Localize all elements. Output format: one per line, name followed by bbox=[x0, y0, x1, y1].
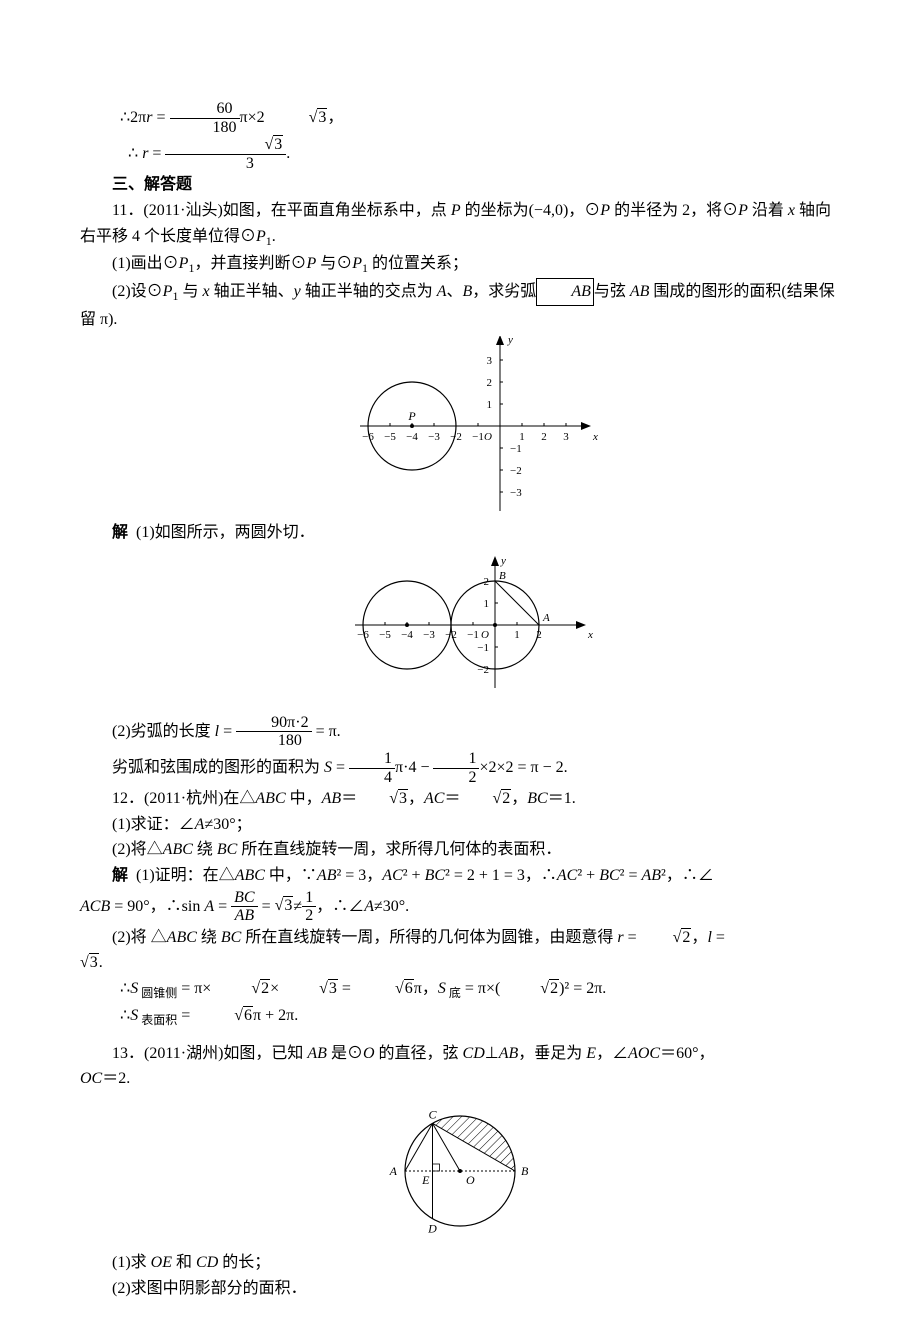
q12-sol3: ∴S 圆锥侧 = π×2×3 = 6π，S 底 = π×(2)² = 2π. bbox=[80, 976, 840, 1003]
q12-sol4: ∴S 表面积 = 6π + 2π. bbox=[80, 1003, 840, 1030]
svg-text:−5: −5 bbox=[379, 629, 391, 641]
solution-label: 解 bbox=[112, 524, 128, 541]
svg-text:−4: −4 bbox=[406, 431, 418, 443]
q11-sol-arc-length: (2)劣弧的长度 l = 90π·2180 = π. bbox=[80, 714, 840, 750]
txt: . bbox=[286, 145, 290, 162]
svg-text:O: O bbox=[481, 629, 489, 641]
svg-text:−3: −3 bbox=[423, 629, 435, 641]
figure-q13: A B C D E O bbox=[380, 1096, 540, 1246]
num: 60 bbox=[170, 100, 240, 119]
svg-text:3: 3 bbox=[563, 431, 569, 443]
svg-text:1: 1 bbox=[487, 399, 493, 411]
svg-text:3: 3 bbox=[487, 355, 493, 367]
svg-text:y: y bbox=[500, 555, 506, 567]
svg-text:O: O bbox=[466, 1173, 475, 1187]
solution-label: 解 bbox=[112, 867, 128, 884]
q11-solution-1: 解 (1)如图所示，两圆外切． bbox=[80, 520, 840, 546]
txt: π×2 bbox=[240, 109, 269, 126]
q12-sol2-cont: 3. bbox=[80, 950, 840, 976]
svg-text:−3: −3 bbox=[510, 487, 522, 499]
spacer bbox=[80, 1031, 840, 1041]
q13-stem: 13．(2011·湖州)如图，已知 AB 是⊙O 的直径，弦 CD⊥AB，垂足为… bbox=[80, 1041, 840, 1067]
svg-text:x: x bbox=[592, 431, 598, 443]
svg-text:B: B bbox=[499, 570, 506, 582]
frac: 33 bbox=[165, 136, 286, 172]
eq-line-1: ∴2πr = 60180π×2 3， bbox=[80, 100, 840, 136]
svg-text:−1: −1 bbox=[472, 431, 484, 443]
q11-part2: (2)设⊙P1 与 x 轴正半轴、y 轴正半轴的交点为 A、B，求劣弧AB与弦 … bbox=[80, 278, 840, 332]
svg-text:1: 1 bbox=[519, 431, 525, 443]
q11-stem: 11．(2011·汕头)如图，在平面直角坐标系中，点 P 的坐标为(−4,0)，… bbox=[80, 198, 840, 251]
txt: = bbox=[153, 109, 170, 126]
den: 180 bbox=[170, 119, 240, 137]
svg-text:x: x bbox=[587, 629, 593, 641]
q12-stem: 12．(2011·杭州)在△ABC 中，AB＝3，AC＝2，BC＝1. bbox=[80, 786, 840, 812]
svg-text:A: A bbox=[542, 612, 550, 624]
q12-sol2: (2)将 △ABC 绕 BC 所在直线旋转一周，所得的几何体为圆锥，由题意得 r… bbox=[80, 925, 840, 951]
svg-text:O: O bbox=[484, 431, 492, 443]
svg-text:−2: −2 bbox=[510, 465, 522, 477]
svg-text:−3: −3 bbox=[428, 431, 440, 443]
figure-q11-sol: −6−5−4−3−2−112−2−112OxyAB bbox=[320, 550, 600, 710]
svg-text:B: B bbox=[521, 1164, 529, 1178]
svg-text:−1: −1 bbox=[477, 642, 489, 654]
q12-proof-cont: ACB = 90°，∴sin A = BCAB = 3≠12，∴∠A≠30°. bbox=[80, 889, 840, 925]
q12-proof: 解 (1)证明：在△ABC 中，∵AB² = 3，AC² + BC² = 2 +… bbox=[80, 863, 840, 889]
q11-part1: (1)画出⊙P1，并直接判断⊙P 与⊙P1 的位置关系； bbox=[80, 251, 840, 278]
svg-text:2: 2 bbox=[541, 431, 547, 443]
section-3-title: 三、解答题 bbox=[80, 172, 840, 198]
svg-text:−1: −1 bbox=[467, 629, 479, 641]
q12-part2: (2)将△ABC 绕 BC 所在直线旋转一周，求所得几何体的表面积． bbox=[80, 837, 840, 863]
val: 3 bbox=[317, 108, 327, 126]
arc-AB: AB bbox=[536, 278, 594, 306]
svg-text:P: P bbox=[407, 409, 416, 423]
svg-text:1: 1 bbox=[514, 629, 520, 641]
svg-text:−5: −5 bbox=[384, 431, 396, 443]
eq-line-2: ∴ r = 33. bbox=[80, 136, 840, 172]
figure-q11: −6−5−4−3−2−1123−3−2−1123OxyP bbox=[320, 336, 600, 516]
svg-text:−4: −4 bbox=[401, 629, 413, 641]
svg-text:−1: −1 bbox=[510, 443, 522, 455]
svg-text:y: y bbox=[507, 336, 513, 346]
q13-part1: (1)求 OE 和 CD 的长； bbox=[80, 1250, 840, 1276]
frac: 60180 bbox=[170, 100, 240, 136]
svg-text:C: C bbox=[428, 1107, 437, 1121]
q11-sol-area: 劣弧和弦围成的图形的面积为 S = 14π·4 − 12×2×2 = π − 2… bbox=[80, 750, 840, 786]
svg-text:1: 1 bbox=[484, 598, 490, 610]
sqrt: 3 bbox=[269, 105, 328, 131]
txt: = bbox=[148, 145, 165, 162]
svg-text:E: E bbox=[421, 1173, 430, 1187]
txt: ∴2π bbox=[120, 109, 146, 126]
num: 3 bbox=[165, 136, 286, 155]
svg-text:2: 2 bbox=[487, 377, 493, 389]
q12-part1: (1)求证：∠A≠30°； bbox=[80, 812, 840, 838]
txt: ∴ bbox=[128, 145, 142, 162]
den: 3 bbox=[165, 155, 286, 173]
q13-stem-cont: OC＝2. bbox=[80, 1066, 840, 1092]
txt: ， bbox=[327, 109, 343, 126]
q13-part2: (2)求图中阴影部分的面积． bbox=[80, 1276, 840, 1302]
svg-text:D: D bbox=[427, 1222, 437, 1236]
svg-text:A: A bbox=[389, 1164, 398, 1178]
